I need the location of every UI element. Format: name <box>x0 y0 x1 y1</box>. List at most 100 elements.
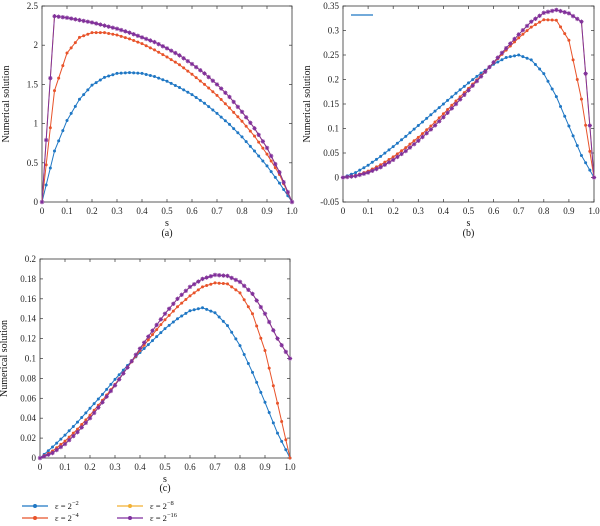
data-point <box>379 163 383 167</box>
data-point <box>96 405 101 410</box>
x-tick-label: 0.4 <box>438 206 450 216</box>
y-tick-label: 0.06 <box>20 393 36 403</box>
data-point <box>77 17 82 23</box>
data-point <box>549 8 555 14</box>
y-tick-label: 0.35 <box>323 1 339 11</box>
data-point <box>159 323 163 327</box>
data-point <box>186 90 190 94</box>
legend-marker <box>33 504 37 508</box>
chart-panel-2: 0 0.1 0.2 0.3 0.4 0.5 0.6 0.7 0.8 0.9 1.0-0.0500.0… <box>302 1 600 239</box>
data-point <box>53 89 56 93</box>
data-point <box>512 36 517 42</box>
data-point <box>144 44 148 48</box>
data-point <box>266 319 272 325</box>
data-point <box>558 8 563 14</box>
data-point <box>153 48 156 52</box>
data-point <box>462 92 467 98</box>
data-point <box>84 418 88 422</box>
data-point <box>289 199 295 205</box>
data-point <box>425 116 429 120</box>
legend: ε = 2−2ε = 2−4 ε = 2−8ε = 2−16 <box>22 500 178 523</box>
data-point <box>537 13 542 18</box>
data-point <box>185 58 191 64</box>
data-point <box>215 93 219 97</box>
data-point <box>188 294 192 298</box>
legend-marker <box>33 516 37 520</box>
data-point <box>370 160 374 164</box>
y-tick-label: 0.2 <box>328 75 339 85</box>
data-point <box>525 29 529 33</box>
series-1 <box>40 71 294 204</box>
data-point <box>203 82 206 86</box>
data-point <box>103 31 106 35</box>
data-point <box>82 93 86 97</box>
data-point <box>404 134 408 138</box>
data-point <box>251 370 254 374</box>
y-tick-label: 1 <box>34 119 39 129</box>
data-point <box>273 175 277 179</box>
data-point <box>189 61 195 67</box>
data-point <box>52 13 57 19</box>
data-point <box>383 151 387 155</box>
data-point <box>242 298 246 302</box>
data-point <box>353 173 358 179</box>
data-point <box>140 71 144 75</box>
data-point <box>563 114 567 118</box>
data-point <box>588 168 592 172</box>
data-point <box>169 58 173 62</box>
data-point <box>587 123 593 128</box>
y-tick-label: 0.18 <box>20 274 36 284</box>
data-point <box>64 15 70 20</box>
data-point <box>340 175 346 180</box>
data-point <box>173 50 178 56</box>
data-point <box>234 337 238 341</box>
data-point <box>287 356 293 361</box>
data-point <box>190 93 194 97</box>
data-point <box>541 10 546 16</box>
data-point <box>533 23 537 27</box>
data-point <box>264 145 270 151</box>
data-point <box>173 83 177 87</box>
data-point <box>230 330 234 334</box>
data-point <box>244 140 248 144</box>
data-point <box>119 34 123 38</box>
data-point <box>584 161 588 165</box>
data-point <box>85 19 91 24</box>
data-point <box>169 81 173 85</box>
x-tick-label: 0.6 <box>184 462 196 472</box>
data-point <box>151 333 154 337</box>
data-point <box>75 429 80 435</box>
data-point <box>466 88 471 93</box>
data-point <box>517 53 521 57</box>
data-point <box>521 32 525 36</box>
data-point <box>400 138 404 142</box>
data-point <box>48 126 52 130</box>
data-point <box>579 97 583 101</box>
data-point <box>232 127 236 131</box>
data-point <box>254 298 259 303</box>
data-point <box>73 104 77 108</box>
data-point <box>223 90 228 95</box>
data-point <box>110 25 116 30</box>
data-point <box>158 317 164 322</box>
data-point <box>190 72 194 76</box>
data-point <box>529 19 534 24</box>
x-tick-label: 1.0 <box>286 206 298 216</box>
x-tick-label: 0.9 <box>563 206 575 216</box>
data-point <box>499 50 505 56</box>
data-point <box>391 145 395 149</box>
data-point <box>129 358 134 364</box>
data-point <box>216 273 222 278</box>
data-point <box>591 175 597 180</box>
data-point <box>136 40 140 44</box>
data-point <box>136 71 140 75</box>
data-point <box>173 60 177 64</box>
data-point <box>73 17 78 22</box>
data-point <box>407 145 413 150</box>
data-point <box>171 309 175 313</box>
data-point <box>211 108 215 112</box>
data-point <box>107 31 111 35</box>
data-point <box>111 73 115 77</box>
data-point <box>550 87 554 91</box>
data-point <box>432 123 438 128</box>
